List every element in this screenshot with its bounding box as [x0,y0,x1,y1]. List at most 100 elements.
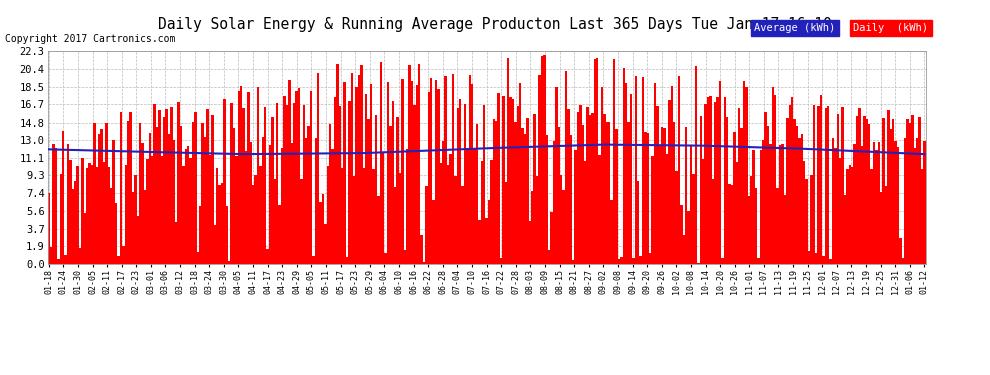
Bar [774,95,776,264]
Bar [211,115,214,264]
Bar [754,188,757,264]
Bar [148,134,150,264]
Bar [798,138,801,264]
Bar [231,103,233,264]
Bar [281,148,283,264]
Bar [130,112,132,264]
Bar [384,254,387,264]
Bar [745,87,747,264]
Bar [663,128,666,264]
Bar [584,161,586,264]
Bar [478,220,480,264]
Bar [709,96,712,264]
Bar [858,108,860,264]
Bar [572,260,574,264]
Bar [180,126,182,264]
Bar [226,206,228,264]
Bar [350,73,353,264]
Bar [433,200,435,264]
Bar [771,87,774,264]
Bar [702,159,704,264]
Bar [372,169,374,264]
Bar [606,122,608,264]
Bar [62,131,64,264]
Bar [692,174,695,264]
Bar [418,64,421,264]
Bar [640,256,642,264]
Bar [278,205,281,264]
Bar [298,88,300,264]
Bar [266,249,269,264]
Bar [269,145,271,264]
Bar [500,258,502,264]
Bar [865,118,868,264]
Bar [307,126,310,264]
Bar [750,176,752,264]
Bar [544,55,545,264]
Bar [882,118,885,264]
Bar [863,116,865,264]
Bar [132,192,134,264]
Bar [490,160,493,264]
Bar [93,123,96,264]
Bar [531,192,534,264]
Bar [252,184,254,264]
Bar [820,95,823,264]
Bar [353,176,355,264]
Bar [835,148,837,264]
Bar [894,141,897,264]
Bar [276,103,278,264]
Bar [96,167,98,264]
Bar [736,162,738,264]
Bar [635,76,637,264]
Bar [168,134,170,264]
Bar [236,156,238,264]
Bar [726,117,729,264]
Bar [729,184,731,264]
Bar [451,74,454,264]
Bar [233,128,236,264]
Bar [461,186,463,264]
Bar [454,176,456,264]
Bar [303,105,305,264]
Bar [337,64,339,264]
Bar [924,141,926,264]
Bar [187,146,189,264]
Bar [493,119,495,264]
Bar [117,256,120,264]
Bar [877,142,880,264]
Bar [426,186,428,264]
Bar [870,169,873,264]
Bar [254,175,256,264]
Bar [842,106,843,264]
Bar [668,100,670,264]
Bar [341,168,344,264]
Bar [367,119,370,264]
Text: Daily Solar Energy & Running Average Producton Last 365 Days Tue Jan 17 16:10: Daily Solar Energy & Running Average Pro… [158,17,832,32]
Bar [555,87,557,264]
Bar [120,112,122,264]
Bar [856,116,858,264]
Bar [921,170,924,264]
Bar [245,150,248,264]
Bar [830,258,832,264]
Bar [312,255,315,264]
Bar [435,80,438,264]
Bar [818,106,820,264]
Bar [197,252,199,264]
Bar [182,166,185,264]
Bar [552,141,555,264]
Bar [579,105,581,264]
Bar [320,202,322,264]
Bar [74,181,76,264]
Bar [288,80,290,264]
Bar [199,206,202,264]
Bar [762,140,764,264]
Bar [860,147,863,264]
Bar [382,153,384,264]
Bar [653,83,656,264]
Bar [122,246,125,264]
Bar [808,251,810,264]
Bar [534,114,536,264]
Bar [680,206,683,264]
